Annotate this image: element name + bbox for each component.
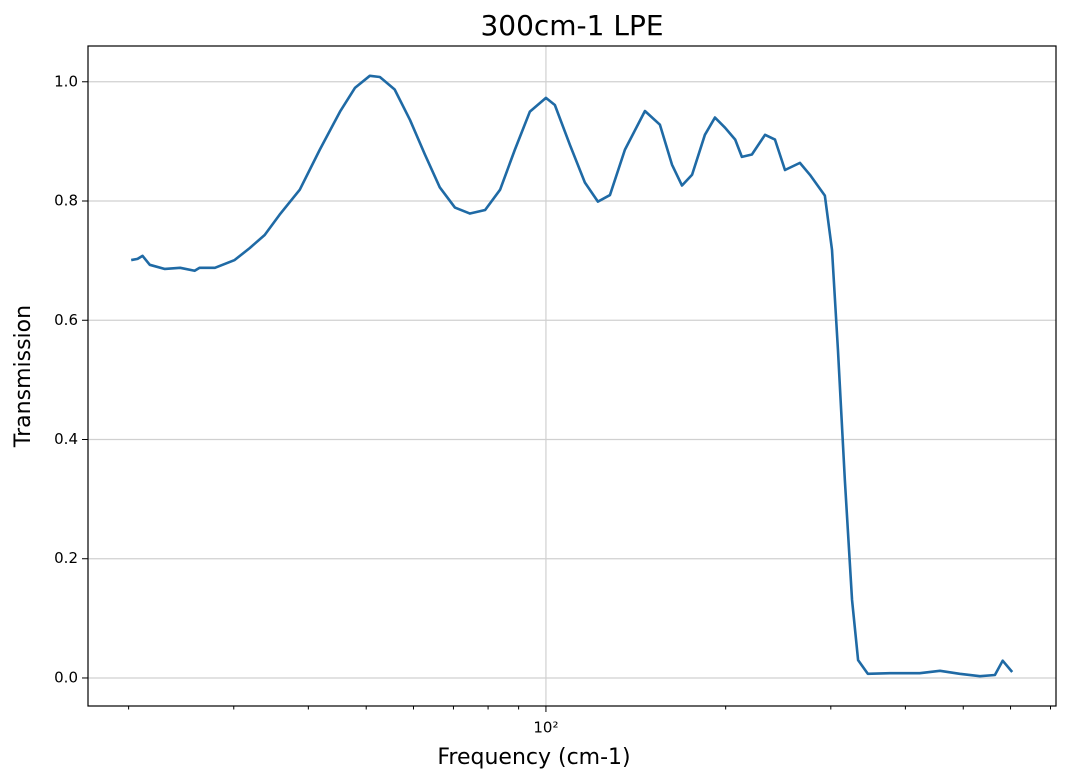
y-tick-label: 0.2 [54,549,78,567]
plot-frame [87,45,1057,707]
y-tick-label: 0.8 [54,192,78,210]
y-axis-label: Transmission [11,305,36,448]
data-line [130,74,1014,678]
plot [130,74,1014,678]
y-tick-label: 0.6 [54,311,78,329]
x-tick-label: 10² [533,719,558,737]
y-tick-label: 0.0 [54,668,78,686]
y-tick-label: 1.0 [54,72,78,90]
chart-title: 300cm-1 LPE [480,9,663,42]
x-axis-label: Frequency (cm-1) [437,745,630,770]
grid [88,46,1056,706]
y-tick-label: 0.4 [54,430,78,448]
